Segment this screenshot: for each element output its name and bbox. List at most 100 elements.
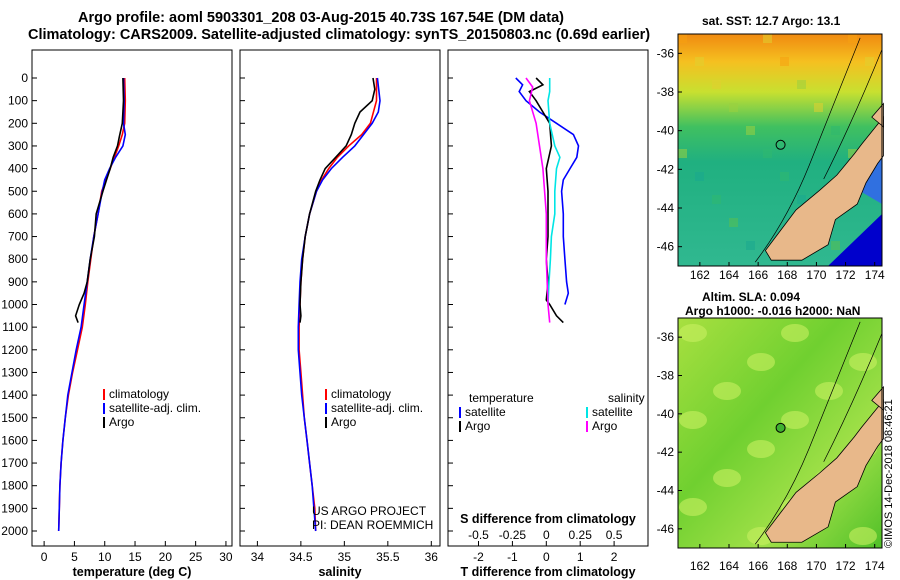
- lon-tick-label: 162: [690, 268, 710, 282]
- annotation-line1: US ARGO PROJECT: [312, 504, 427, 518]
- map-texture: [865, 57, 874, 66]
- map-texture: [831, 126, 840, 135]
- series-argo: [299, 77, 376, 323]
- y-tick-label: 1500: [1, 411, 28, 425]
- lon-tick-label: 170: [806, 559, 826, 573]
- x-tick-label: 5: [71, 550, 78, 564]
- x-tick-label: 35: [338, 550, 352, 564]
- series-argo: [74, 77, 125, 323]
- series-s-satellite: [547, 78, 561, 305]
- y-tick-label: 1700: [1, 456, 28, 470]
- map-texture: [695, 57, 704, 66]
- sst-map-title: sat. SST: 12.7 Argo: 13.1: [702, 14, 841, 28]
- map-texture: [763, 149, 772, 158]
- lat-tick-label: -44: [657, 484, 675, 498]
- map-texture: [713, 382, 741, 400]
- lon-tick-label: 172: [836, 268, 856, 282]
- map-texture: [679, 411, 707, 429]
- y-tick-label: 900: [8, 275, 28, 289]
- x-tick-label: 36: [425, 550, 439, 564]
- y-tick-label: 1800: [1, 479, 28, 493]
- x-tick-label: 35.5: [376, 550, 400, 564]
- y-tick-label: 0: [21, 71, 28, 85]
- lat-tick-label: -38: [657, 85, 675, 99]
- argo-float-marker: [775, 422, 786, 433]
- lon-tick-label: 162: [690, 559, 710, 573]
- sla-map-title: Altim. SLA: 0.094: [702, 290, 801, 304]
- x-tick-label: 34: [251, 550, 265, 564]
- y-tick-label: 800: [8, 252, 28, 266]
- x-tick2-label: 0.25: [569, 528, 593, 542]
- lon-tick-label: 172: [836, 559, 856, 573]
- y-tick-label: 400: [8, 162, 28, 176]
- lon-tick-label: 168: [777, 559, 797, 573]
- lon-tick-label: 164: [719, 268, 739, 282]
- map-texture: [747, 440, 775, 458]
- map-texture: [746, 241, 755, 250]
- lat-tick-label: -36: [657, 46, 675, 60]
- deep-water-region: [828, 214, 882, 266]
- legend-label: Argo: [465, 419, 491, 433]
- map-frame: [677, 33, 883, 267]
- y-tick-label: 700: [8, 230, 28, 244]
- map-texture: [678, 34, 687, 43]
- map-texture: [831, 241, 840, 250]
- map-texture: [729, 218, 738, 227]
- y-tick-label: 1000: [1, 298, 28, 312]
- lon-tick-label: 174: [865, 559, 885, 573]
- x-tick-label: 20: [159, 550, 173, 564]
- map-texture: [678, 149, 687, 158]
- bathymetry-contour: [754, 321, 861, 545]
- x-tick-label: 25: [189, 550, 203, 564]
- bathymetry-contour: [754, 37, 861, 263]
- map-texture: [849, 527, 877, 545]
- map-texture: [712, 80, 721, 89]
- y-tick-label: 1200: [1, 343, 28, 357]
- lon-tick-label: 174: [865, 268, 885, 282]
- argo-float-marker: [775, 139, 786, 150]
- sst-map: -36 -38 -40 -42 -44 -46 162 164 166 168 170 172 174: [657, 33, 885, 282]
- land-north-island: [871, 102, 884, 128]
- x-tick2-label: -0.25: [499, 528, 527, 542]
- map-texture: [763, 34, 772, 43]
- map-texture: [849, 353, 877, 371]
- series-t-satellite: [515, 77, 580, 305]
- lon-tick-label: 166: [748, 268, 768, 282]
- profile-panels: 0100200300400500600700800900100011001200…: [1, 49, 649, 579]
- legend-header: temperature: [469, 391, 534, 405]
- legend-label: climatology: [331, 387, 391, 401]
- lon-tick-label: 166: [748, 559, 768, 573]
- map-field: [678, 318, 882, 548]
- map-texture: [797, 80, 806, 89]
- x-tick-label: 0: [543, 550, 550, 564]
- panel-1: 0100200300400500600700800900100011001200…: [1, 49, 233, 579]
- map-texture: [712, 195, 721, 204]
- x-axis-label: T difference from climatology: [460, 565, 635, 579]
- y-tick-label: 1400: [1, 388, 28, 402]
- panel-3: -2 -1 0 1 2T difference from climatology temp…: [447, 49, 649, 579]
- legend-label: Argo: [592, 419, 618, 433]
- lat-tick-label: -42: [657, 445, 675, 459]
- lat-tick-label: -44: [657, 201, 675, 215]
- lat-tick-label: -46: [657, 240, 675, 254]
- x-tick-label: -2: [473, 550, 484, 564]
- x-tick2-label: 0: [543, 528, 550, 542]
- map-texture: [679, 324, 707, 342]
- x-tick-label: 10: [98, 550, 112, 564]
- x-axis-label: salinity: [318, 565, 361, 579]
- legend-label: Argo: [331, 415, 357, 429]
- y-tick-label: 500: [8, 184, 28, 198]
- series-s-argo: [525, 77, 551, 323]
- map-texture: [695, 172, 704, 181]
- x-axis-label: temperature (deg C): [73, 565, 192, 579]
- annotation-line2: PI: DEAN ROEMMICH: [312, 518, 433, 532]
- legend-label: Argo: [109, 415, 135, 429]
- y-tick-label: 200: [8, 116, 28, 130]
- lat-tick-label: -40: [657, 407, 675, 421]
- panel-frame: [31, 49, 233, 547]
- legend-label: satellite-adj. clim.: [109, 401, 201, 415]
- lon-tick-label: 164: [719, 559, 739, 573]
- lon-tick-label: 170: [806, 268, 826, 282]
- lat-tick-label: -40: [657, 124, 675, 138]
